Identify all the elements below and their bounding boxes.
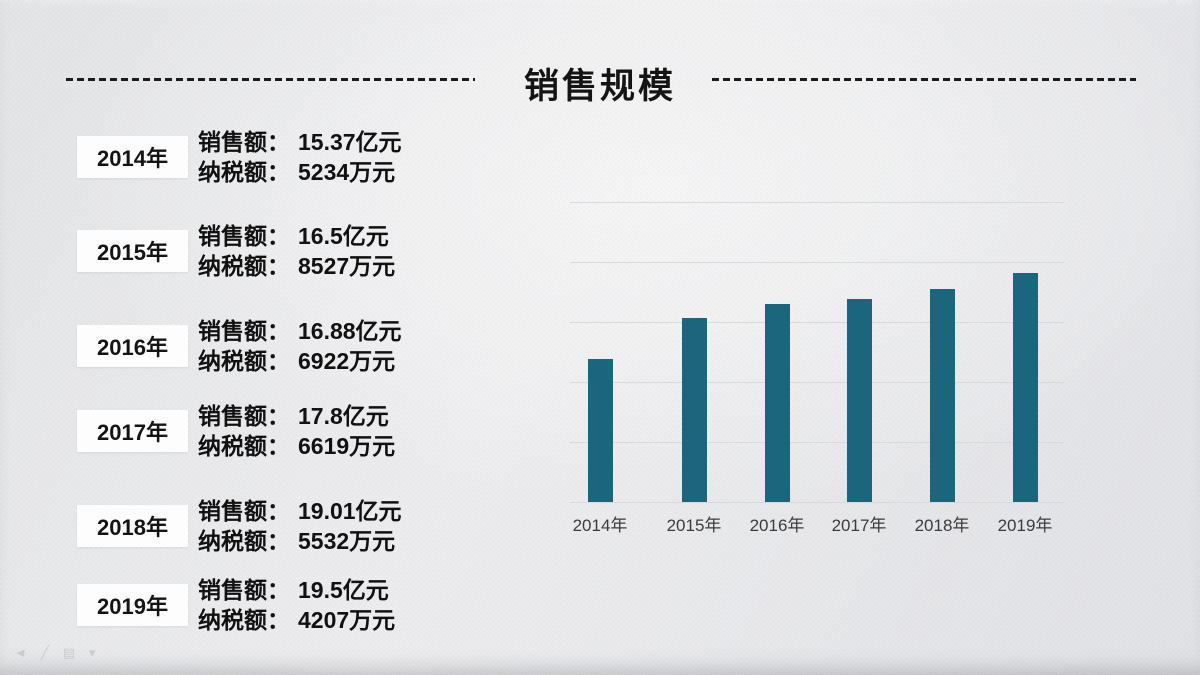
bar-2016 [764,304,790,502]
x-axis-label: 2017年 [831,516,887,535]
x-axis-label: 2018年 [914,516,970,535]
tax-line-value: 8527万元 [298,253,396,279]
sales-line: 销售额： 15.37亿元 [198,127,402,157]
watermark-icon-3: ▤ [62,645,89,660]
x-axis-label: 2014年 [572,516,628,535]
watermark-icon-1: ◄ [14,645,41,660]
tax-line-value: 5234万元 [298,159,396,185]
sales-line-label: 销售额： [198,577,290,603]
x-axis-label: 2019年 [997,516,1053,535]
sales-line-value: 16.5亿元 [298,223,389,249]
year-row-2017: 2017年 销售额： 17.8亿元 纳税额： 6619万元 [77,403,547,470]
year-row-2018: 2018年 销售额： 19.01亿元 纳税额： 5532万元 [77,498,547,565]
chart-gridline [570,502,1064,503]
year-badge: 2017年 [77,410,188,452]
tax-line: 纳税额： 5532万元 [198,526,402,556]
tax-line-label: 纳税额： [198,348,290,374]
title-dash-left [66,78,475,81]
year-row-2019: 2019年 销售额： 19.5亿元 纳税额： 4207万元 [77,577,547,644]
sales-line-value: 19.5亿元 [298,577,389,603]
sales-line-label: 销售额： [198,498,290,524]
sales-line: 销售额： 16.88亿元 [198,316,402,346]
title-dash-right [712,78,1136,81]
sales-line: 销售额： 19.01亿元 [198,496,402,526]
sales-line-value: 16.88亿元 [298,318,402,344]
watermark-icon-4: ▾ [89,645,110,660]
tax-line-label: 纳税额： [198,253,290,279]
year-badge: 2016年 [77,325,188,367]
tax-line: 纳税额： 4207万元 [198,605,395,635]
year-detail: 销售额： 17.8亿元 纳税额： 6619万元 [198,401,395,461]
chart-gridline [570,442,1064,443]
sales-line-value: 17.8亿元 [298,403,389,429]
year-detail: 销售额： 16.88亿元 纳税额： 6922万元 [198,316,402,376]
year-detail: 销售额： 19.01亿元 纳税额： 5532万元 [198,496,402,556]
tax-line-value: 6922万元 [298,348,396,374]
sales-bar-chart: 2014年 2015年 2016年 2017年 2018年 2019年 [570,202,1064,547]
slide-header: 销售规模 [0,0,1200,120]
year-detail: 销售额： 15.37亿元 纳税额： 5234万元 [198,127,402,187]
watermark-icon-2: ╱ [40,645,63,660]
bar-2017 [846,299,872,502]
tax-line-value: 5532万元 [298,528,396,554]
tax-line-label: 纳税额： [198,159,290,185]
tax-line: 纳税额： 8527万元 [198,251,395,281]
year-badge: 2018年 [77,505,188,547]
sales-line-label: 销售额： [198,318,290,344]
tax-line-label: 纳税额： [198,607,290,633]
chart-gridline [570,322,1064,323]
x-axis-label: 2015年 [666,516,722,535]
x-axis-label: 2016年 [749,516,805,535]
chart-gridline [570,202,1064,203]
chart-gridline [570,382,1064,383]
sales-line-value: 15.37亿元 [298,129,402,155]
year-row-2014: 2014年 销售额： 15.37亿元 纳税额： 5234万元 [77,129,547,196]
bar-2019 [1012,273,1038,502]
bar-2015 [681,318,707,502]
tax-line: 纳税额： 5234万元 [198,157,402,187]
tax-line-value: 4207万元 [298,607,396,633]
tax-line-label: 纳税额： [198,528,290,554]
sales-line: 销售额： 19.5亿元 [198,575,395,605]
year-badge: 2019年 [77,584,188,626]
year-badge: 2014年 [77,136,188,178]
chart-gridline [570,262,1064,263]
tax-line: 纳税额： 6922万元 [198,346,402,376]
sales-line-label: 销售额： [198,403,290,429]
sales-line: 销售额： 17.8亿元 [198,401,395,431]
sales-line: 销售额： 16.5亿元 [198,221,395,251]
year-detail: 销售额： 16.5亿元 纳税额： 8527万元 [198,221,395,281]
bar-2018 [929,289,955,502]
watermark-icons: ◄╱▤▾ [14,645,110,661]
year-detail: 销售额： 19.5亿元 纳税额： 4207万元 [198,575,395,635]
sales-line-label: 销售额： [198,129,290,155]
sales-line-value: 19.01亿元 [298,498,402,524]
year-row-2016: 2016年 销售额： 16.88亿元 纳税额： 6922万元 [77,318,547,385]
page-title: 销售规模 [523,67,677,106]
bar-2014 [587,359,613,502]
sales-line-label: 销售额： [198,223,290,249]
tax-line-label: 纳税额： [198,433,290,459]
year-badge: 2015年 [77,230,188,272]
year-row-2015: 2015年 销售额： 16.5亿元 纳税额： 8527万元 [77,223,547,290]
tax-line-value: 6619万元 [298,433,396,459]
tax-line: 纳税额： 6619万元 [198,431,395,461]
